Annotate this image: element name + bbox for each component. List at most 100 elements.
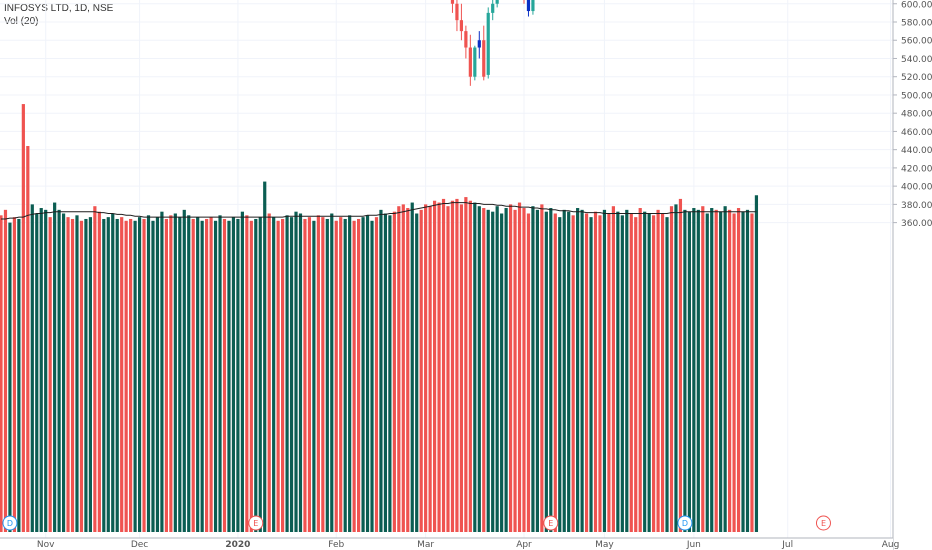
volume-bar [459, 204, 464, 533]
volume-bar [236, 218, 240, 533]
dividend-marker [2, 515, 18, 531]
volume-bar [531, 206, 535, 533]
volume-bar [249, 220, 253, 532]
volume-bar [647, 213, 651, 532]
volume-bar [357, 218, 361, 533]
volume-bar [294, 211, 298, 532]
volume-bar [370, 220, 374, 532]
volume-bar [361, 217, 365, 532]
time-tick-label: Jun [686, 540, 701, 550]
volume-bar [218, 215, 222, 532]
volume-bar [30, 204, 34, 533]
volume-bar [303, 218, 307, 533]
candle-body [531, 0, 535, 12]
volume-bar [500, 213, 504, 532]
volume-bar [446, 206, 450, 533]
volume-bar [88, 217, 92, 532]
event-marker-label: D [682, 519, 688, 528]
volume-bar [750, 213, 754, 532]
volume-bar [576, 208, 580, 532]
time-axis-background [0, 538, 893, 550]
volume-bar [495, 206, 499, 533]
volume-bar [66, 217, 70, 532]
volume-bar [254, 218, 258, 533]
volume-bar [383, 213, 388, 532]
volume-bar [267, 213, 271, 532]
volume-bar [705, 213, 709, 532]
volume-bar [745, 209, 750, 532]
volume-bar [728, 209, 732, 532]
volume-bar [61, 213, 66, 532]
volume-bar [611, 206, 615, 533]
axis-tick-label: 560.00 [901, 37, 932, 47]
volume-bar [8, 222, 12, 532]
volume-bar [473, 202, 477, 532]
volume-bar [111, 213, 115, 532]
volume-bar [406, 208, 410, 532]
volume-bar [352, 220, 356, 532]
candle-body [468, 47, 472, 77]
volume-bar [540, 204, 544, 533]
volume-bar [182, 209, 186, 532]
volume-bar [339, 217, 343, 532]
volume-bar [213, 220, 218, 532]
earnings-marker [248, 515, 264, 531]
candle-body [459, 20, 464, 32]
volume-bar [102, 218, 106, 533]
volume-bar [634, 217, 638, 532]
volume-bar [312, 220, 316, 532]
volume-bar [44, 209, 48, 532]
volume-bar [491, 211, 495, 532]
volume-bar [330, 213, 334, 532]
volume-bar [544, 211, 548, 532]
volume-bar [665, 217, 669, 532]
time-tick-label: 2020 [225, 540, 250, 550]
volume-bar [84, 218, 88, 533]
volume-layer [0, 104, 759, 533]
axis-tick-label: 480.00 [901, 110, 932, 120]
candle-body [450, 0, 455, 4]
volume-bar [643, 211, 647, 532]
volume-bar [227, 220, 231, 532]
price-axis: 360.00 380.00 400.00 420.00 440.00 460.00 480.… [892, 0, 932, 550]
time-tick-label: Aug [882, 540, 900, 550]
time-tick-label: Dec [131, 540, 148, 550]
volume-bar [388, 215, 392, 532]
volume-bar [298, 213, 303, 532]
volume-bar [334, 220, 338, 532]
axis-tick-label: 540.00 [901, 55, 932, 65]
volume-bar [365, 215, 370, 532]
volume-bar [714, 209, 718, 532]
volume-bar [263, 181, 267, 532]
candle-body [464, 31, 468, 48]
volume-bar [169, 215, 173, 532]
time-tick-label: Mar [417, 540, 434, 550]
volume-bar [571, 215, 575, 532]
axis-tick-label: 440.00 [901, 146, 932, 156]
volume-bar [580, 209, 584, 532]
volume-bar [607, 213, 611, 532]
time-tick-label: Jul [781, 540, 793, 550]
volume-bar [669, 206, 674, 533]
volume-bar [687, 211, 691, 532]
volume-bar [504, 208, 508, 532]
volume-bar [754, 195, 759, 532]
volume-bar [258, 217, 262, 532]
volume-bar [35, 213, 39, 532]
volume-bar [616, 211, 620, 532]
volume-bar [289, 217, 294, 532]
volume-bar [464, 197, 468, 532]
volume-bar [674, 204, 678, 533]
volume-bar [129, 218, 133, 533]
volume-bar [93, 206, 97, 533]
volume-bar [513, 209, 517, 532]
axis-tick-label: 460.00 [901, 128, 932, 138]
volume-bar [17, 218, 21, 533]
volume-bar [508, 204, 513, 533]
volume-bar [200, 220, 204, 532]
volume-bar [57, 209, 61, 532]
volume-bar [432, 200, 437, 532]
volume-bar [307, 217, 312, 532]
